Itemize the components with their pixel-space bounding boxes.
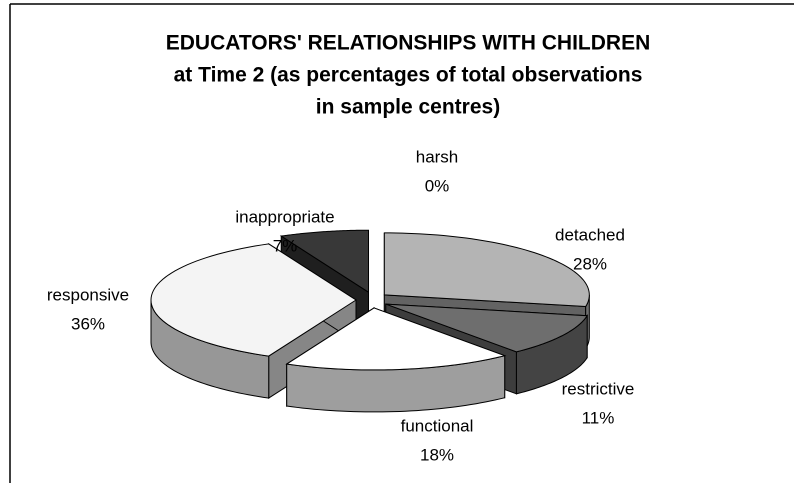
slice-value-label: 36% <box>71 314 105 333</box>
slice-value-label: 18% <box>420 445 454 464</box>
chart-title: EDUCATORS' RELATIONSHIPS WITH CHILDREN <box>166 32 651 55</box>
chart-title: in sample centres) <box>316 96 500 119</box>
slice-value-label: 0% <box>425 176 450 195</box>
slice-label: restrictive <box>562 379 635 398</box>
slice-top <box>383 232 590 308</box>
slice-label: functional <box>401 416 474 435</box>
slice <box>285 307 507 413</box>
chart-title: at Time 2 (as percentages of total obser… <box>174 64 643 87</box>
slice-value-label: 28% <box>573 254 607 273</box>
slice-label: detached <box>555 225 625 244</box>
slice-top <box>150 243 357 357</box>
slice-top <box>279 229 370 294</box>
slice-value-label: 7% <box>273 236 298 255</box>
slice-value-label: 11% <box>582 408 615 427</box>
slice-label: inappropriate <box>235 207 334 226</box>
slice-label: responsive <box>47 285 129 304</box>
slice-top <box>285 307 507 371</box>
slice-label: harsh <box>416 147 459 166</box>
pie <box>150 229 590 413</box>
slice-top <box>385 303 589 353</box>
